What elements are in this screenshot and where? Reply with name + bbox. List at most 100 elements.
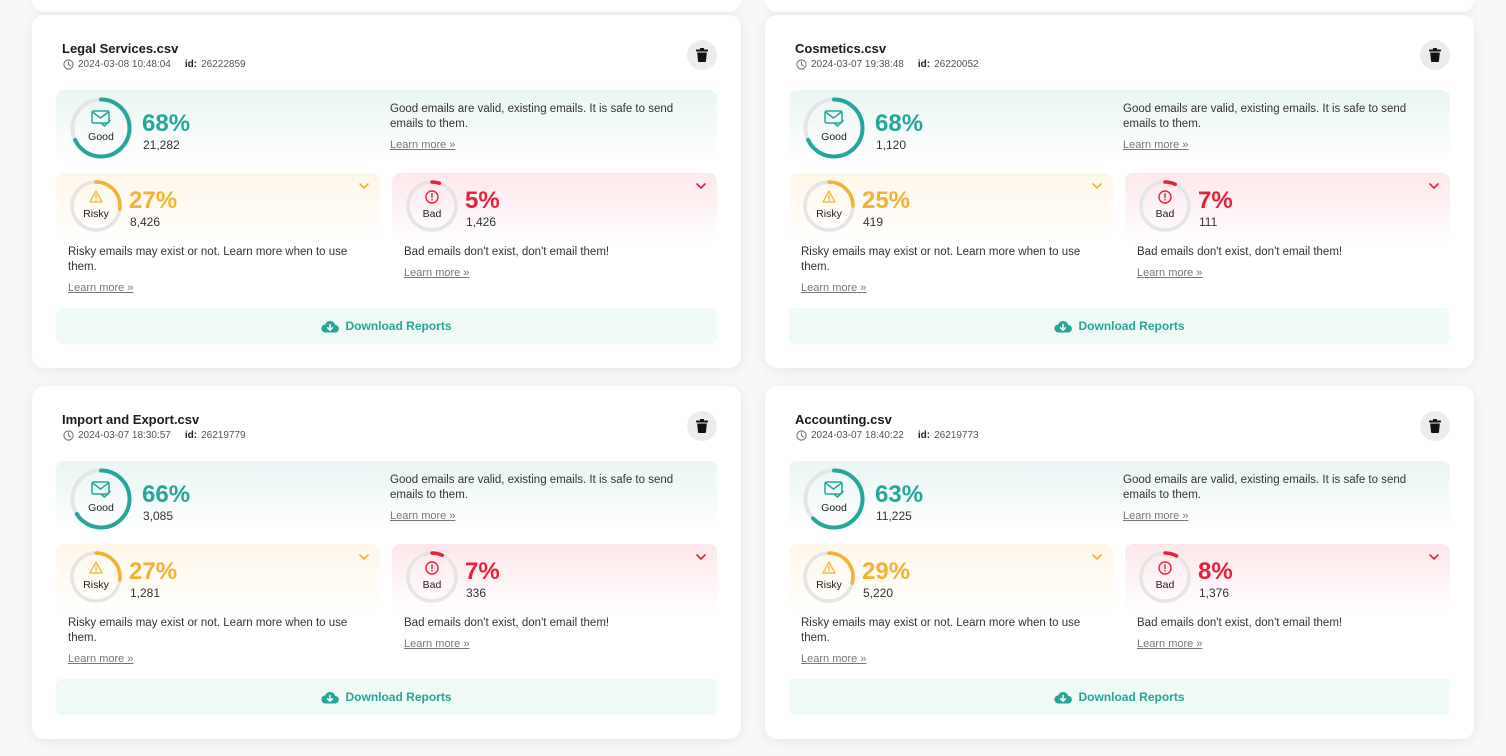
warning-icon (89, 561, 103, 574)
bad-percentage: 8% (1198, 558, 1233, 585)
clock-icon (796, 430, 807, 441)
alert-circle-icon (1158, 561, 1172, 575)
bad-ring: Bad (406, 551, 458, 603)
good-description: Good emails are valid, existing emails. … (1123, 474, 1407, 501)
file-id: 26219779 (201, 430, 246, 441)
previous-card-edge (32, 0, 741, 12)
bad-chevron-down-icon[interactable] (1428, 552, 1440, 562)
cloud-download-icon (321, 320, 340, 333)
risky-percentage: 25% (862, 187, 911, 214)
file-id: 26220052 (934, 59, 979, 70)
bad-percentage: 7% (465, 558, 500, 585)
bad-learn-more-link[interactable]: Learn more » (404, 638, 470, 650)
alert-circle-icon (425, 190, 439, 204)
delete-button[interactable] (1420, 40, 1450, 70)
mail-check-icon (824, 110, 844, 127)
risky-learn-more-link[interactable]: Learn more » (801, 653, 867, 665)
risky-progress-arc (70, 551, 122, 603)
risky-learn-more-link[interactable]: Learn more » (68, 282, 134, 294)
warning-icon (822, 190, 836, 203)
good-percentage: 68% (875, 110, 924, 137)
bad-ring: Bad (406, 180, 458, 232)
upload-date: 2024-03-07 18:30:57 (78, 430, 171, 441)
good-count: 21,282 (143, 138, 180, 152)
risky-chevron-down-icon[interactable] (1091, 181, 1103, 191)
good-summary: Good 68% 1,120 Good emails are valid, ex… (789, 90, 1450, 160)
good-learn-more-link[interactable]: Learn more » (390, 510, 456, 522)
file-meta: 2024-03-08 10:48:04 id: 26222859 (63, 59, 246, 70)
file-meta: 2024-03-07 18:40:22 id: 26219773 (796, 430, 979, 441)
bad-learn-more-link[interactable]: Learn more » (1137, 638, 1203, 650)
bad-progress-arc (1139, 551, 1191, 603)
risky-ring: Risky (803, 551, 855, 603)
mail-check-icon (824, 481, 844, 498)
risky-summary: Risky 27% 1,281 (56, 544, 380, 614)
good-learn-more-link[interactable]: Learn more » (1123, 510, 1189, 522)
alert-circle-icon (425, 561, 439, 575)
risky-label: Risky (816, 208, 842, 220)
good-label: Good (821, 131, 847, 143)
bad-ring: Bad (1139, 551, 1191, 603)
good-label: Good (88, 131, 114, 143)
good-description: Good emails are valid, existing emails. … (1123, 103, 1407, 130)
download-reports-label: Download Reports (1078, 319, 1185, 333)
risky-ring: Risky (70, 180, 122, 232)
previous-card-edge (765, 0, 1474, 12)
good-progress-arc (803, 97, 865, 159)
good-percentage: 63% (875, 481, 924, 508)
risky-description: Risky emails may exist or not. Learn mor… (801, 617, 1081, 644)
download-reports-button[interactable]: Download Reports (56, 679, 717, 715)
good-summary: Good 66% 3,085 Good emails are valid, ex… (56, 461, 717, 531)
risky-learn-more-link[interactable]: Learn more » (68, 653, 134, 665)
trash-icon (1429, 419, 1441, 433)
file-name: Accounting.csv (795, 412, 892, 427)
bad-progress-arc (406, 551, 458, 603)
clock-icon (63, 59, 74, 70)
good-learn-more-link[interactable]: Learn more » (390, 139, 456, 151)
risky-chevron-down-icon[interactable] (1091, 552, 1103, 562)
good-ring: Good (70, 97, 132, 159)
good-ring: Good (803, 97, 865, 159)
good-learn-more-link[interactable]: Learn more » (1123, 139, 1189, 151)
report-card: Legal Services.csv 2024-03-08 10:48:04 i… (32, 15, 741, 368)
risky-description: Risky emails may exist or not. Learn mor… (68, 617, 348, 644)
bad-label: Bad (422, 579, 442, 591)
risky-count: 8,426 (130, 215, 161, 229)
risky-label: Risky (83, 579, 109, 591)
risky-ring: Risky (803, 180, 855, 232)
bad-chevron-down-icon[interactable] (695, 552, 707, 562)
delete-button[interactable] (687, 40, 717, 70)
risky-chevron-down-icon[interactable] (358, 552, 370, 562)
risky-description: Risky emails may exist or not. Learn mor… (801, 246, 1081, 273)
bad-progress-arc (1139, 180, 1191, 232)
file-id: 26219773 (934, 430, 979, 441)
bad-learn-more-link[interactable]: Learn more » (1137, 267, 1203, 279)
bad-ring: Bad (1139, 180, 1191, 232)
bad-description: Bad emails don't exist, don't email them… (404, 246, 610, 258)
warning-icon (822, 561, 836, 574)
delete-button[interactable] (687, 411, 717, 441)
download-reports-button[interactable]: Download Reports (789, 308, 1450, 344)
good-progress-arc (70, 468, 132, 530)
bad-chevron-down-icon[interactable] (695, 181, 707, 191)
report-card: Accounting.csv 2024-03-07 18:40:22 id: 2… (765, 386, 1474, 739)
good-ring: Good (70, 468, 132, 530)
alert-circle-icon (1158, 190, 1172, 204)
file-name: Import and Export.csv (62, 412, 200, 427)
risky-count: 1,281 (130, 586, 161, 600)
trash-icon (696, 48, 708, 62)
trash-icon (696, 419, 708, 433)
risky-chevron-down-icon[interactable] (358, 181, 370, 191)
risky-learn-more-link[interactable]: Learn more » (801, 282, 867, 294)
download-reports-button[interactable]: Download Reports (56, 308, 717, 344)
download-reports-label: Download Reports (345, 319, 452, 333)
bad-summary: Bad 7% 336 (392, 544, 717, 614)
delete-button[interactable] (1420, 411, 1450, 441)
risky-percentage: 29% (862, 558, 911, 585)
bad-chevron-down-icon[interactable] (1428, 181, 1440, 191)
file-id: 26222859 (201, 59, 246, 70)
good-percentage: 68% (142, 110, 191, 137)
download-reports-button[interactable]: Download Reports (789, 679, 1450, 715)
clock-icon (63, 430, 74, 441)
bad-learn-more-link[interactable]: Learn more » (404, 267, 470, 279)
